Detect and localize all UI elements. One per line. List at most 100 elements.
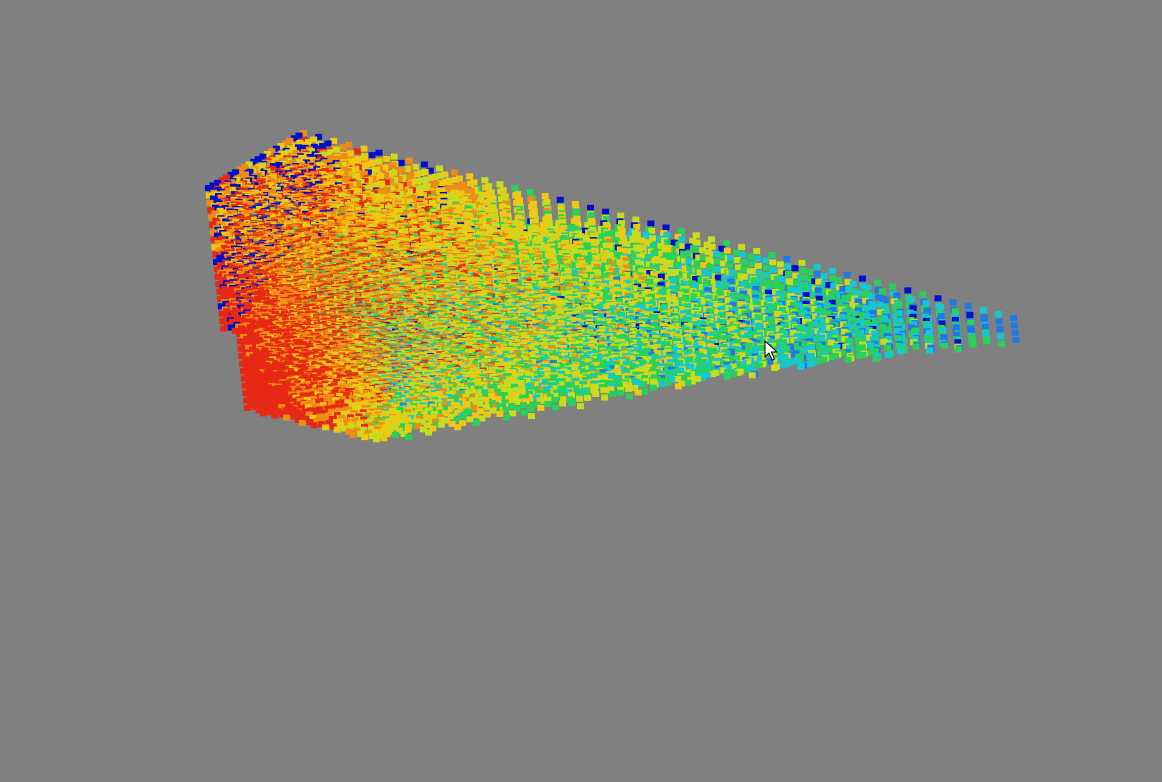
voxel <box>447 226 455 233</box>
voxel <box>571 262 579 269</box>
voxel <box>526 189 534 195</box>
voxel <box>448 233 456 240</box>
voxel <box>347 197 355 204</box>
voxel <box>375 189 383 196</box>
voxel <box>340 200 348 207</box>
voxel <box>327 181 335 188</box>
voxel <box>554 248 562 254</box>
voxel <box>420 199 428 206</box>
voxel <box>673 261 680 268</box>
voxel <box>313 224 321 231</box>
voxel <box>354 157 362 163</box>
voxel <box>290 164 298 171</box>
voxel <box>405 181 413 187</box>
voxel <box>678 235 686 242</box>
voxel <box>390 169 398 176</box>
voxel <box>694 247 702 254</box>
voxel <box>345 175 353 182</box>
voxel <box>207 207 215 214</box>
voxel <box>381 164 389 171</box>
voxel <box>583 249 591 256</box>
voxel <box>277 143 285 150</box>
voxel <box>469 202 477 209</box>
voxel <box>458 197 466 204</box>
voxel <box>326 174 334 181</box>
voxel <box>679 243 687 250</box>
voxel <box>333 146 341 153</box>
voxel <box>338 185 346 192</box>
voxel <box>501 225 509 232</box>
voxel <box>638 237 646 244</box>
voxel <box>332 164 340 171</box>
voxel <box>279 152 287 158</box>
voxel <box>254 156 262 163</box>
voxel <box>587 204 594 211</box>
voxel <box>461 227 469 234</box>
voxel <box>633 231 641 238</box>
voxel <box>486 221 494 228</box>
voxel <box>672 254 680 261</box>
voxel <box>552 225 560 232</box>
voxel <box>468 195 476 202</box>
voxel <box>209 182 217 189</box>
voxel <box>444 201 452 208</box>
voxel <box>451 176 459 183</box>
voxel <box>337 170 345 177</box>
voxel <box>484 206 492 213</box>
voxel <box>602 208 610 215</box>
voxel <box>362 185 370 192</box>
voxel <box>371 228 379 235</box>
voxel <box>274 163 282 170</box>
voxel <box>485 214 493 221</box>
voxel <box>209 222 216 228</box>
voxel <box>400 189 408 196</box>
voxel <box>663 231 671 238</box>
voxel <box>254 164 262 171</box>
voxel <box>664 239 672 246</box>
voxel <box>321 151 328 158</box>
voxel <box>341 176 349 183</box>
voxel <box>386 178 394 185</box>
voxel <box>643 239 651 246</box>
voxel <box>437 225 445 232</box>
voxel <box>596 246 603 253</box>
voxel <box>482 184 490 191</box>
voxel <box>438 233 445 240</box>
voxel <box>227 171 235 178</box>
voxel <box>404 173 412 180</box>
voxel <box>272 145 280 152</box>
voxel <box>628 263 636 270</box>
voxel <box>319 143 327 149</box>
voxel <box>342 184 350 191</box>
voxel <box>733 249 740 256</box>
voxel <box>337 177 345 184</box>
voxel <box>498 203 506 210</box>
voxel <box>388 193 396 199</box>
voxel <box>351 227 359 234</box>
voxel <box>353 173 361 179</box>
voxel <box>311 202 319 209</box>
voxel <box>339 192 347 199</box>
voxel <box>340 153 348 160</box>
voxel <box>658 250 666 257</box>
voxel <box>642 231 650 238</box>
voxel <box>370 221 378 228</box>
voxel <box>428 235 436 242</box>
voxel <box>769 259 777 266</box>
voxel <box>659 257 666 264</box>
voxel <box>367 262 375 269</box>
voxel <box>412 163 420 170</box>
voxel <box>292 179 300 186</box>
voxel <box>499 236 506 243</box>
voxel <box>500 218 508 225</box>
voxel <box>443 193 451 200</box>
voxel <box>214 179 221 186</box>
voxel <box>427 220 435 227</box>
voxel <box>303 159 311 166</box>
voxel <box>298 162 306 169</box>
voxel <box>373 167 380 173</box>
voxel <box>354 187 362 194</box>
voxel <box>370 183 378 189</box>
